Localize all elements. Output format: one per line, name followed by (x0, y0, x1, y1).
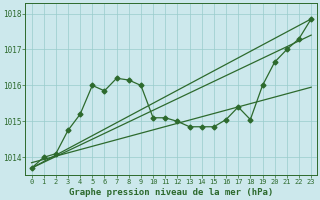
X-axis label: Graphe pression niveau de la mer (hPa): Graphe pression niveau de la mer (hPa) (69, 188, 274, 197)
